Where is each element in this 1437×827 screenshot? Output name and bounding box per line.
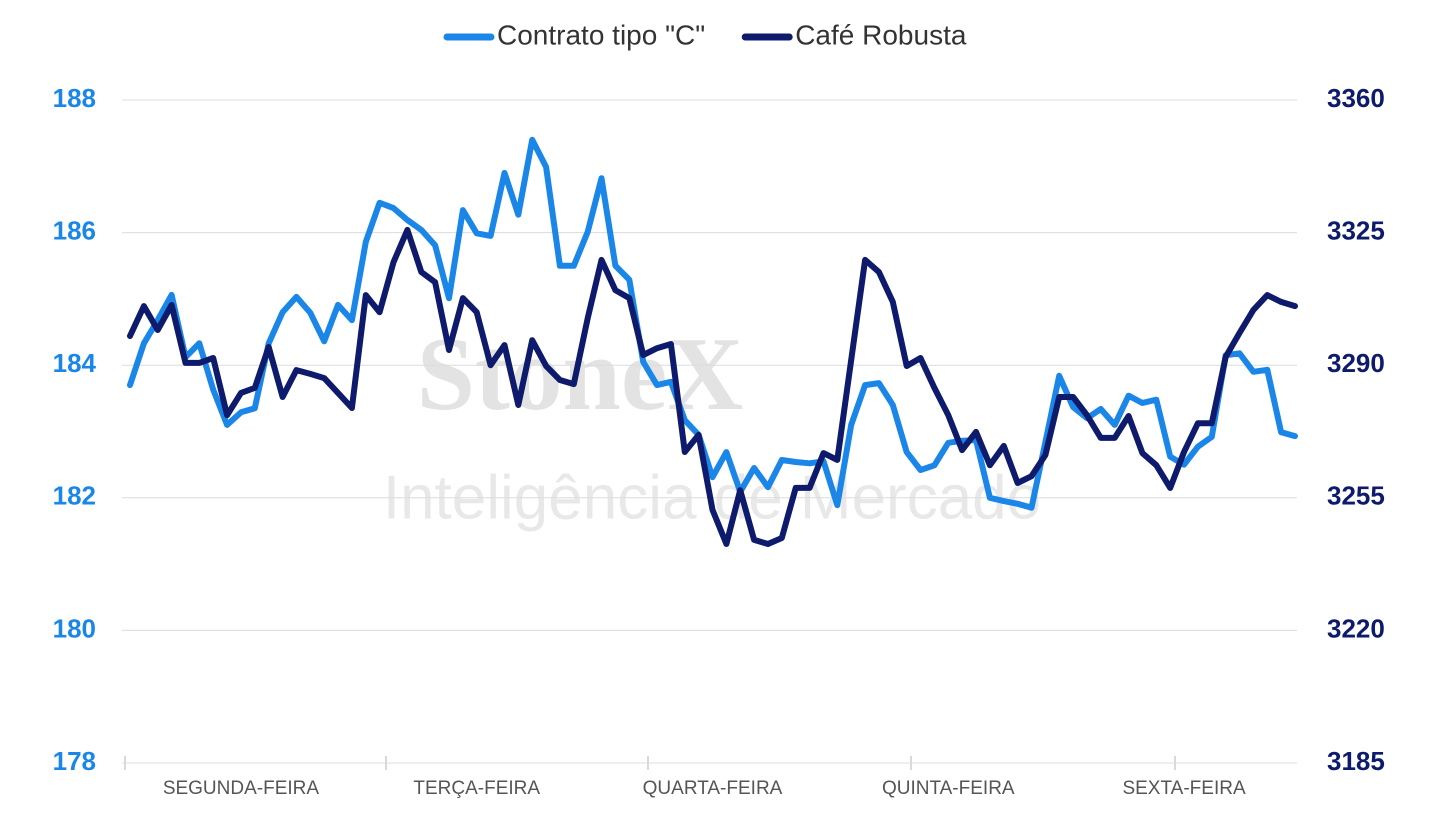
legend-label: Contrato tipo "C" xyxy=(497,19,705,50)
y2-tick-label: 3325 xyxy=(1327,215,1385,245)
y-tick-label: 184 xyxy=(53,348,97,378)
x-tick-label: QUARTA-FEIRA xyxy=(643,778,783,799)
y-tick-label: 188 xyxy=(53,83,96,113)
y-tick-label: 186 xyxy=(53,215,96,245)
watermark-logo: StoneX xyxy=(417,315,744,432)
y-tick-label: 180 xyxy=(53,613,96,643)
y2-tick-label: 3360 xyxy=(1327,83,1385,113)
y2-tick-label: 3255 xyxy=(1327,481,1385,511)
y-tick-label: 178 xyxy=(53,746,96,776)
series-line xyxy=(127,136,1298,511)
y2-tick-label: 3290 xyxy=(1327,348,1385,378)
series-line xyxy=(127,226,1298,547)
legend-label: Café Robusta xyxy=(795,19,967,50)
x-tick-label: TERÇA-FEIRA xyxy=(413,778,540,799)
x-tick-label: SEGUNDA-FEIRA xyxy=(163,778,320,799)
y-tick-label: 182 xyxy=(53,481,96,511)
y2-tick-label: 3220 xyxy=(1327,613,1385,643)
x-tick-label: SEXTA-FEIRA xyxy=(1122,778,1245,799)
y2-tick-label: 3185 xyxy=(1327,746,1385,776)
x-tick-label: QUINTA-FEIRA xyxy=(882,778,1015,799)
